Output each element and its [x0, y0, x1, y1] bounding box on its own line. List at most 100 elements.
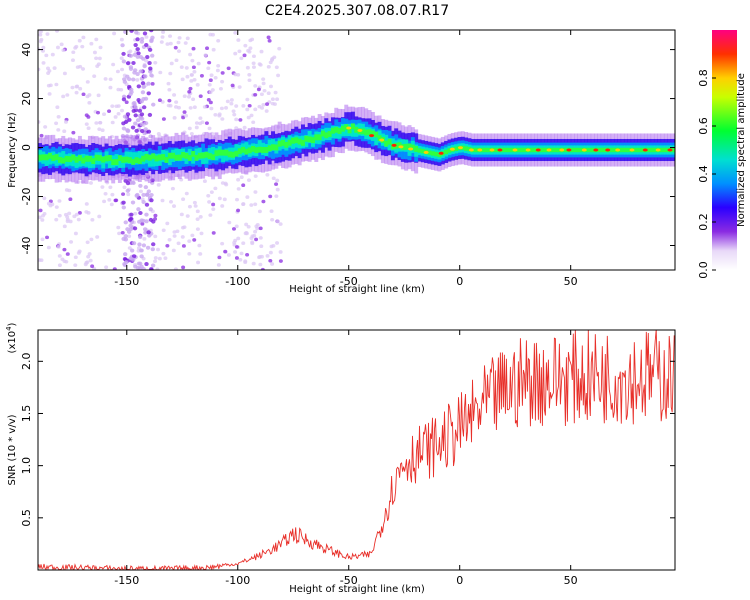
spectrogram-noise-point — [38, 208, 43, 213]
spectrogram-noise-point — [75, 84, 80, 89]
spectrogram-noise-point — [141, 200, 146, 205]
spectrogram-noise-point — [50, 52, 55, 57]
spectrogram-noise-point — [253, 190, 258, 194]
spectrogram-noise-point — [198, 94, 203, 99]
spectrogram-noise-point — [95, 64, 100, 68]
spectrogram-noise-point — [80, 44, 85, 49]
spectrogram-noise-point — [236, 38, 241, 42]
spectrogram-noise-point — [125, 61, 131, 66]
spectrogram-ridge-cell — [87, 155, 92, 169]
spectrogram-noise-point — [251, 120, 256, 125]
spectrogram-noise-point — [242, 125, 247, 130]
spectrogram-peak-point — [369, 134, 375, 138]
spectrogram-noise-point — [139, 36, 145, 41]
spectrogram-noise-point — [191, 65, 196, 70]
spectrogram-ridge-cell — [660, 147, 665, 153]
spectrogram-noise-point — [38, 32, 43, 37]
spectrogram-ridge-cell — [87, 155, 92, 162]
spectrogram-x-tick-label: -100 — [225, 275, 250, 288]
spectrogram-x-tick-label: 50 — [564, 275, 578, 288]
spectrogram-noise-point — [131, 77, 136, 82]
spectrogram-noise-point — [38, 120, 41, 124]
spectrogram-noise-point — [250, 240, 255, 244]
snr-scale-prefix: (x10 — [7, 331, 18, 354]
spectrogram-noise-point — [236, 208, 241, 213]
spectrogram-noise-point — [139, 248, 144, 253]
spectrogram-peak-point — [512, 148, 518, 152]
spectrogram-x-ticks: -150 -100 -50 0 50 — [114, 30, 578, 288]
spectrogram-noise-point — [168, 71, 173, 76]
spectrogram-noise-point — [46, 83, 51, 88]
spectrogram-noise-point — [86, 115, 91, 119]
spectrogram-noise-point — [251, 61, 256, 66]
spectrogram-ridge-cell — [330, 127, 335, 134]
spectrogram-ridge-cell — [174, 148, 179, 161]
spectrogram-noise-point — [115, 69, 120, 74]
spectrogram-noise-point — [130, 200, 136, 205]
spectrogram-ridge-cell — [194, 154, 199, 161]
spectrogram-noise-point — [121, 192, 126, 196]
spectrogram-noise-point — [46, 245, 51, 250]
spectrogram-noise-point — [85, 240, 90, 245]
spectrogram-noise-point — [136, 207, 141, 212]
spectrogram-noise-point — [203, 53, 208, 57]
spectrogram-noise-point — [133, 121, 138, 126]
spectrogram-ridge-cell — [447, 148, 452, 153]
spectrogram-noise-point — [116, 225, 121, 230]
spectrogram-noise-point — [39, 37, 44, 42]
spectrogram-noise-point — [275, 178, 280, 183]
spectrogram-noise-point — [153, 256, 158, 260]
spectrogram-ridge-cell — [637, 147, 642, 153]
spectrogram-noise-point — [259, 92, 264, 97]
spectrogram-noise-point — [57, 199, 62, 203]
spectrogram-noise-point — [136, 51, 141, 56]
spectrogram-noise-point — [207, 83, 212, 87]
spectrogram-noise-point — [110, 192, 115, 197]
spectrogram-noise-point — [148, 217, 154, 222]
spectrogram-noise-point — [208, 90, 213, 95]
spectrogram-ridge-cell — [271, 144, 275, 151]
spectrogram-noise-point — [215, 68, 220, 73]
spectrogram-noise-point — [132, 102, 137, 107]
spectrogram-noise-point — [160, 100, 165, 104]
spectrogram-ridge-cell — [44, 154, 49, 161]
spectrogram-noise-point — [149, 53, 155, 58]
spectrogram-noise-point — [120, 67, 125, 72]
spectrogram-noise-point — [119, 37, 124, 42]
spectrogram-ridge-cell — [307, 136, 312, 143]
spectrogram-noise-point — [38, 67, 41, 72]
spectrogram-noise-point — [119, 87, 124, 92]
spectrogram-ridge-cell — [107, 155, 112, 169]
spectrogram-ridge-cell — [151, 154, 156, 167]
spectrogram-noise-point — [261, 199, 266, 204]
spectrogram-ridge-cell — [137, 158, 142, 165]
spectrogram-noise-point — [270, 217, 275, 222]
spectrogram-noise-point — [129, 30, 134, 33]
snr-y-tick-label: 1.5 — [20, 405, 33, 423]
spectrogram-noise-point — [172, 204, 177, 208]
spectrogram-ridge-cell — [304, 135, 309, 142]
spectrogram-noise-point — [62, 247, 67, 252]
spectrogram-noise-point — [269, 209, 274, 213]
spectrogram-ridge-cell — [157, 154, 162, 161]
spectrogram-peak-point — [408, 147, 414, 151]
spectrogram-noise-point — [161, 30, 166, 34]
spectrogram-noise-point — [216, 38, 221, 43]
spectrogram-peak-point — [593, 148, 599, 152]
spectrogram-noise-point — [208, 213, 213, 217]
spectrogram-ridge-cell — [610, 147, 615, 153]
spectrogram-noise-point — [146, 230, 151, 235]
spectrogram-noise-point — [172, 234, 177, 238]
spectrogram-noise-point — [123, 120, 129, 125]
spectrogram-noise-point — [134, 193, 139, 198]
spectrogram-noise-point — [133, 211, 138, 216]
snr-scale-exponent: 4 — [5, 326, 13, 331]
spectrogram-ridge-cell — [217, 149, 222, 156]
spectrogram-noise-point — [264, 109, 269, 113]
spectrogram-noise-point — [197, 243, 202, 248]
spectrogram-noise-point — [57, 213, 62, 218]
spectrogram-noise-point — [153, 259, 158, 264]
spectrogram-noise-point — [70, 85, 75, 90]
spectrogram-noise-point — [270, 101, 275, 106]
spectrogram-noise-point — [229, 101, 234, 106]
